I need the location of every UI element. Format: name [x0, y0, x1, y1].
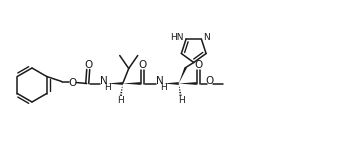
Text: O: O — [69, 77, 77, 88]
Text: O: O — [206, 76, 214, 87]
Polygon shape — [179, 67, 187, 83]
Text: HN: HN — [171, 33, 184, 43]
Polygon shape — [123, 82, 141, 85]
Text: N: N — [156, 76, 163, 87]
Text: O: O — [194, 60, 202, 71]
Text: H: H — [117, 96, 124, 105]
Text: O: O — [138, 60, 147, 71]
Text: O: O — [84, 60, 93, 71]
Text: H: H — [178, 96, 185, 105]
Text: H: H — [160, 82, 167, 92]
Text: N: N — [100, 76, 108, 87]
Polygon shape — [179, 82, 197, 85]
Text: H: H — [104, 82, 111, 92]
Polygon shape — [164, 82, 179, 85]
Text: N: N — [203, 33, 210, 43]
Polygon shape — [108, 82, 123, 85]
